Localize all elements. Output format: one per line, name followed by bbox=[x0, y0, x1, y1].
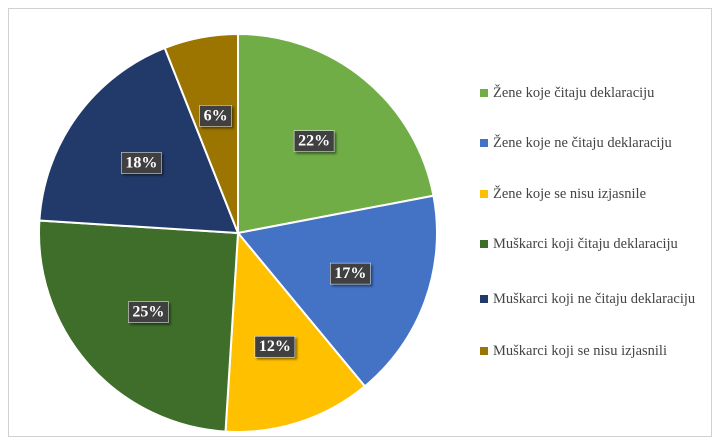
legend-item: Žene koje ne čitaju deklaraciju bbox=[480, 134, 708, 152]
data-label: 25% bbox=[132, 304, 164, 321]
data-label-box bbox=[293, 130, 335, 152]
legend-swatch bbox=[480, 240, 488, 248]
data-label: 12% bbox=[259, 338, 291, 355]
legend-swatch bbox=[480, 190, 488, 198]
legend-item: Žene koje se nisu izjasnile bbox=[480, 185, 708, 203]
pie-slice bbox=[237, 32, 435, 235]
legend-swatch bbox=[480, 89, 488, 97]
data-label-box bbox=[254, 335, 296, 358]
legend-label: Muškarci koji čitaju deklaraciju bbox=[493, 236, 678, 252]
data-label-box bbox=[330, 262, 371, 285]
legend-item: Žene koje čitaju deklaraciju bbox=[480, 84, 708, 102]
data-label: 18% bbox=[125, 154, 157, 171]
legend-swatch bbox=[480, 139, 488, 147]
legend-item: Muškarci koji se nisu izjasnili bbox=[480, 342, 708, 360]
pie-slice bbox=[38, 46, 240, 235]
legend-label: Žene koje čitaju deklaraciju bbox=[493, 85, 655, 101]
legend-item: Muškarci koji čitaju deklaraciju bbox=[480, 235, 708, 253]
pie-slice bbox=[224, 230, 367, 433]
data-label: 17% bbox=[334, 265, 366, 282]
data-label-box bbox=[199, 105, 232, 127]
pie-slice bbox=[236, 194, 438, 388]
legend-label: Muškarci koji ne čitaju deklaraciju bbox=[493, 291, 696, 307]
legend-label: Žene koje ne čitaju deklaraciju bbox=[493, 135, 672, 151]
legend-label: Muškarci koji se nisu izjasnili bbox=[493, 343, 667, 359]
data-label: 6% bbox=[204, 107, 228, 124]
legend-swatch bbox=[480, 295, 488, 303]
pie-slice bbox=[163, 32, 239, 234]
pie-slice bbox=[38, 219, 240, 433]
data-label: 22% bbox=[298, 133, 330, 150]
legend-item: Muškarci koji ne čitaju deklaraciju bbox=[480, 290, 708, 308]
legend-swatch bbox=[480, 347, 488, 355]
legend-label: Žene koje se nisu izjasnile bbox=[493, 186, 647, 202]
data-label-box bbox=[121, 152, 162, 174]
data-label-box bbox=[128, 301, 169, 323]
